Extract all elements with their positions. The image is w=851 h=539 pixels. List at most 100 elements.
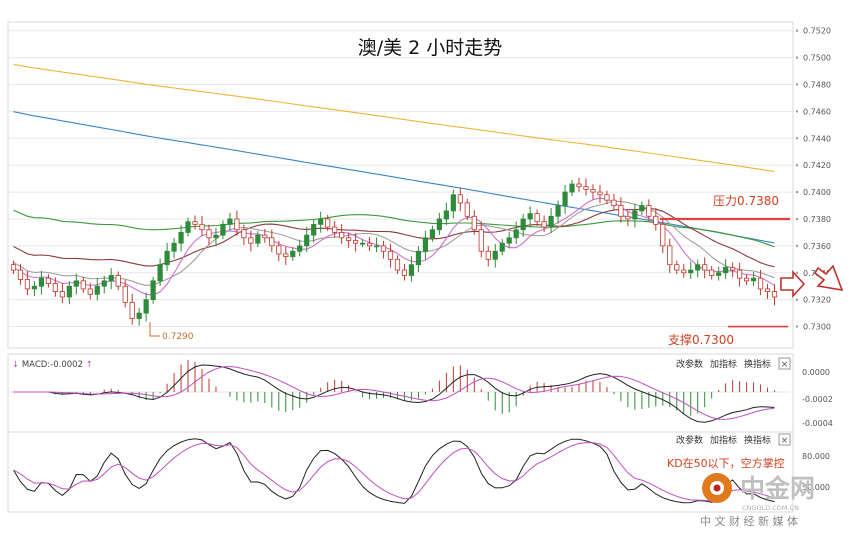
candle-body-76 — [541, 221, 547, 228]
candle-body-109 — [771, 291, 778, 298]
tick-mark-0 — [795, 29, 799, 32]
macd-label: ↓ MACD:-0.0002 ↑ — [12, 360, 93, 370]
candle-body-95 — [674, 264, 680, 271]
candle-body-101 — [716, 272, 722, 276]
kd-tick-1: 50.000 — [802, 483, 830, 492]
ytick-label-3: 0.7460 — [803, 107, 831, 116]
candle-body-52 — [373, 245, 380, 248]
candle-body-11 — [87, 288, 93, 295]
candle-body-48 — [346, 237, 352, 241]
candle-body-107 — [757, 277, 764, 290]
tick-mark-10 — [795, 298, 799, 301]
ytick-label-1: 0.7500 — [803, 54, 831, 63]
macd-switch-indicator-button[interactable]: 换指标 — [744, 358, 771, 370]
candle-body-7 — [59, 291, 65, 298]
candle-body-34 — [248, 237, 254, 244]
main-panel — [7, 21, 794, 349]
candle-body-41 — [297, 245, 303, 252]
macd-add-indicator-button[interactable]: 加指标 — [710, 358, 737, 370]
watermark: 中金网 CNGOLD.COM.CN 中 文 财 经 新 媒 体 — [700, 473, 815, 528]
kd-add-indicator-button[interactable]: 加指标 — [710, 434, 737, 446]
candle-body-84 — [597, 191, 603, 196]
candle-body-61 — [436, 218, 442, 231]
ytick-label-0: 0.7520 — [803, 27, 831, 36]
ytick-label-6: 0.7400 — [803, 188, 831, 197]
candle-body-44 — [318, 218, 324, 225]
candle-body-100 — [709, 269, 715, 276]
kd-switch-indicator-button[interactable]: 换指标 — [744, 434, 771, 446]
ytick-label-5: 0.7420 — [803, 161, 831, 170]
candle-body-64 — [457, 194, 463, 204]
candle-body-67 — [478, 229, 484, 252]
candle-body-40 — [290, 250, 296, 258]
chart-title: 澳/美 2 小时走势 — [358, 37, 503, 59]
candle-body-81 — [576, 183, 582, 188]
candle-body-2 — [24, 279, 31, 290]
candlesticks — [10, 177, 778, 326]
candle-body-29 — [213, 234, 219, 239]
candle-body-60 — [429, 229, 436, 239]
kd-d-line — [13, 442, 775, 502]
kd-close-button[interactable] — [778, 433, 791, 446]
candle-body-12 — [94, 285, 100, 295]
macd-tick-1: -0.0002 — [802, 395, 833, 404]
candle-body-51 — [366, 242, 373, 247]
candle-body-106 — [750, 277, 757, 282]
candle-body-27 — [199, 223, 205, 231]
arrow-right-icon — [780, 269, 806, 299]
candle-body-19 — [143, 299, 149, 314]
macd-indicator — [10, 359, 790, 423]
candle-body-70 — [499, 242, 505, 252]
candle-body-66 — [471, 215, 477, 231]
kd-panel — [7, 431, 794, 513]
low-marker-arrow — [149, 322, 160, 337]
candle-body-82 — [583, 186, 589, 190]
candle-body-56 — [401, 269, 408, 276]
macd-edit-params-button[interactable]: 改参数 — [676, 358, 703, 370]
candle-body-96 — [681, 269, 687, 274]
candle-body-50 — [359, 242, 366, 245]
candle-body-59 — [422, 237, 429, 252]
arrow-down-right-icon — [813, 264, 844, 292]
candle-body-43 — [311, 223, 317, 236]
candle-body-97 — [688, 269, 694, 274]
candle-body-9 — [73, 280, 79, 287]
candle-body-26 — [192, 221, 198, 225]
kd-k-line — [13, 438, 775, 504]
tick-mark-5 — [795, 163, 799, 167]
candle-body-13 — [101, 280, 107, 287]
candle-body-98 — [695, 264, 701, 271]
candle-body-22 — [164, 250, 170, 266]
candle-body-57 — [408, 264, 415, 276]
candle-body-49 — [352, 240, 359, 244]
ma-line-2 — [13, 209, 775, 248]
kd-edit-params-button[interactable]: 改参数 — [676, 434, 703, 446]
candle-body-30 — [220, 223, 226, 236]
candle-body-91 — [646, 205, 652, 217]
candle-body-92 — [653, 215, 659, 225]
candle-body-47 — [339, 232, 345, 239]
kd-note: KD在50以下，空方掌控 — [667, 456, 785, 470]
ytick-label-8: 0.7360 — [803, 242, 831, 251]
candle-body-3 — [31, 285, 38, 290]
candle-body-58 — [415, 250, 422, 266]
candle-body-53 — [380, 245, 387, 252]
candle-body-86 — [611, 199, 617, 206]
candle-body-108 — [764, 288, 771, 292]
macd-tick-2: -0.0004 — [802, 419, 833, 428]
candle-body-62 — [443, 210, 449, 220]
candle-body-31 — [227, 218, 233, 225]
candle-body-102 — [723, 266, 729, 274]
macd-dif-line — [13, 364, 775, 423]
candle-body-54 — [387, 250, 394, 260]
candle-body-4 — [38, 277, 45, 287]
candle-body-46 — [332, 226, 338, 233]
candle-body-1 — [17, 269, 24, 280]
candle-body-72 — [513, 229, 519, 239]
tick-mark-1 — [795, 56, 799, 59]
candle-body-14 — [108, 275, 114, 282]
tick-mark-6 — [795, 190, 799, 194]
macd-close-button[interactable] — [778, 357, 791, 370]
candle-body-23 — [171, 242, 177, 252]
